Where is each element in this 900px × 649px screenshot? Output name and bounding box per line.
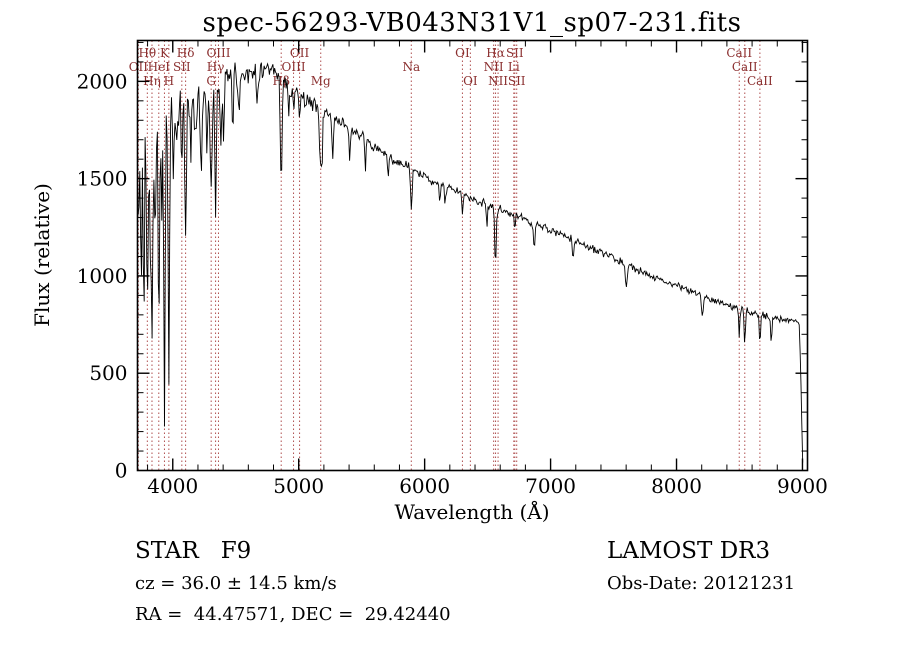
plot-title: spec-56293-VB043N31V1_sp07-231.fits xyxy=(202,8,742,38)
object-class-text: STAR F9 xyxy=(135,538,252,564)
spectral-line-label: OIII xyxy=(206,46,230,60)
spectral-line-label: Mg xyxy=(311,74,331,88)
spectral-line-label: K xyxy=(160,46,170,60)
survey-name-text: LAMOST DR3 xyxy=(607,538,771,564)
spectral-line-label: Li xyxy=(508,60,520,74)
spectral-line-label: NII xyxy=(488,74,508,88)
x-tick-label: 8000 xyxy=(651,474,702,498)
y-tick-label: 2000 xyxy=(77,69,128,93)
x-axis-label: Wavelength (Å) xyxy=(394,500,550,524)
y-tick-label: 1500 xyxy=(77,167,128,191)
y-axis-label: Flux (relative) xyxy=(30,183,54,327)
y-tick-label: 0 xyxy=(115,459,128,483)
spectral-line-label: SII xyxy=(506,46,524,60)
spectral-line-label: Na xyxy=(402,60,420,74)
spectral-line-label: SII xyxy=(173,60,191,74)
x-tick-label: 4000 xyxy=(147,474,198,498)
y-tick-label: 1000 xyxy=(77,264,128,288)
spectral-line-label: Hγ xyxy=(207,60,225,74)
spectral-line-label: OII xyxy=(129,60,149,74)
spectral-line-label: NII xyxy=(484,60,504,74)
spectral-line-label: Hδ xyxy=(177,46,195,60)
y-tick-label: 500 xyxy=(89,361,127,385)
spectral-line-label: CaII xyxy=(732,60,758,74)
spectral-line-label: Hθ xyxy=(138,46,156,60)
spectral-line-label: SII xyxy=(508,74,526,88)
spectral-line-label: Hη xyxy=(143,74,161,88)
obs-date-text: Obs-Date: 20121231 xyxy=(607,573,796,594)
spectral-line-label: HeI xyxy=(148,60,171,74)
redshift-velocity-text: cz = 36.0 ± 14.5 km/s xyxy=(135,573,337,594)
axes-box xyxy=(136,39,809,472)
spectral-line-label: CaII xyxy=(747,74,773,88)
x-tick-label: 6000 xyxy=(399,474,450,498)
spectral-line-label: OI xyxy=(463,74,478,88)
ra-dec-text: RA = 44.47571, DEC = 29.42440 xyxy=(135,604,451,625)
x-tick-label: 9000 xyxy=(777,474,828,498)
spectral-line-label: OII xyxy=(290,46,310,60)
spectral-line-label: H xyxy=(164,74,174,88)
spectrum-trace xyxy=(137,62,804,463)
spectral-line-label: G xyxy=(206,74,216,88)
spectral-line-label: OI xyxy=(455,46,470,60)
x-tick-label: 7000 xyxy=(525,474,576,498)
spectral-line-label: CaII xyxy=(726,46,752,60)
spectral-line-label: OIII xyxy=(282,60,306,74)
spectral-line-label: Hα xyxy=(486,46,505,60)
x-tick-label: 5000 xyxy=(273,474,324,498)
